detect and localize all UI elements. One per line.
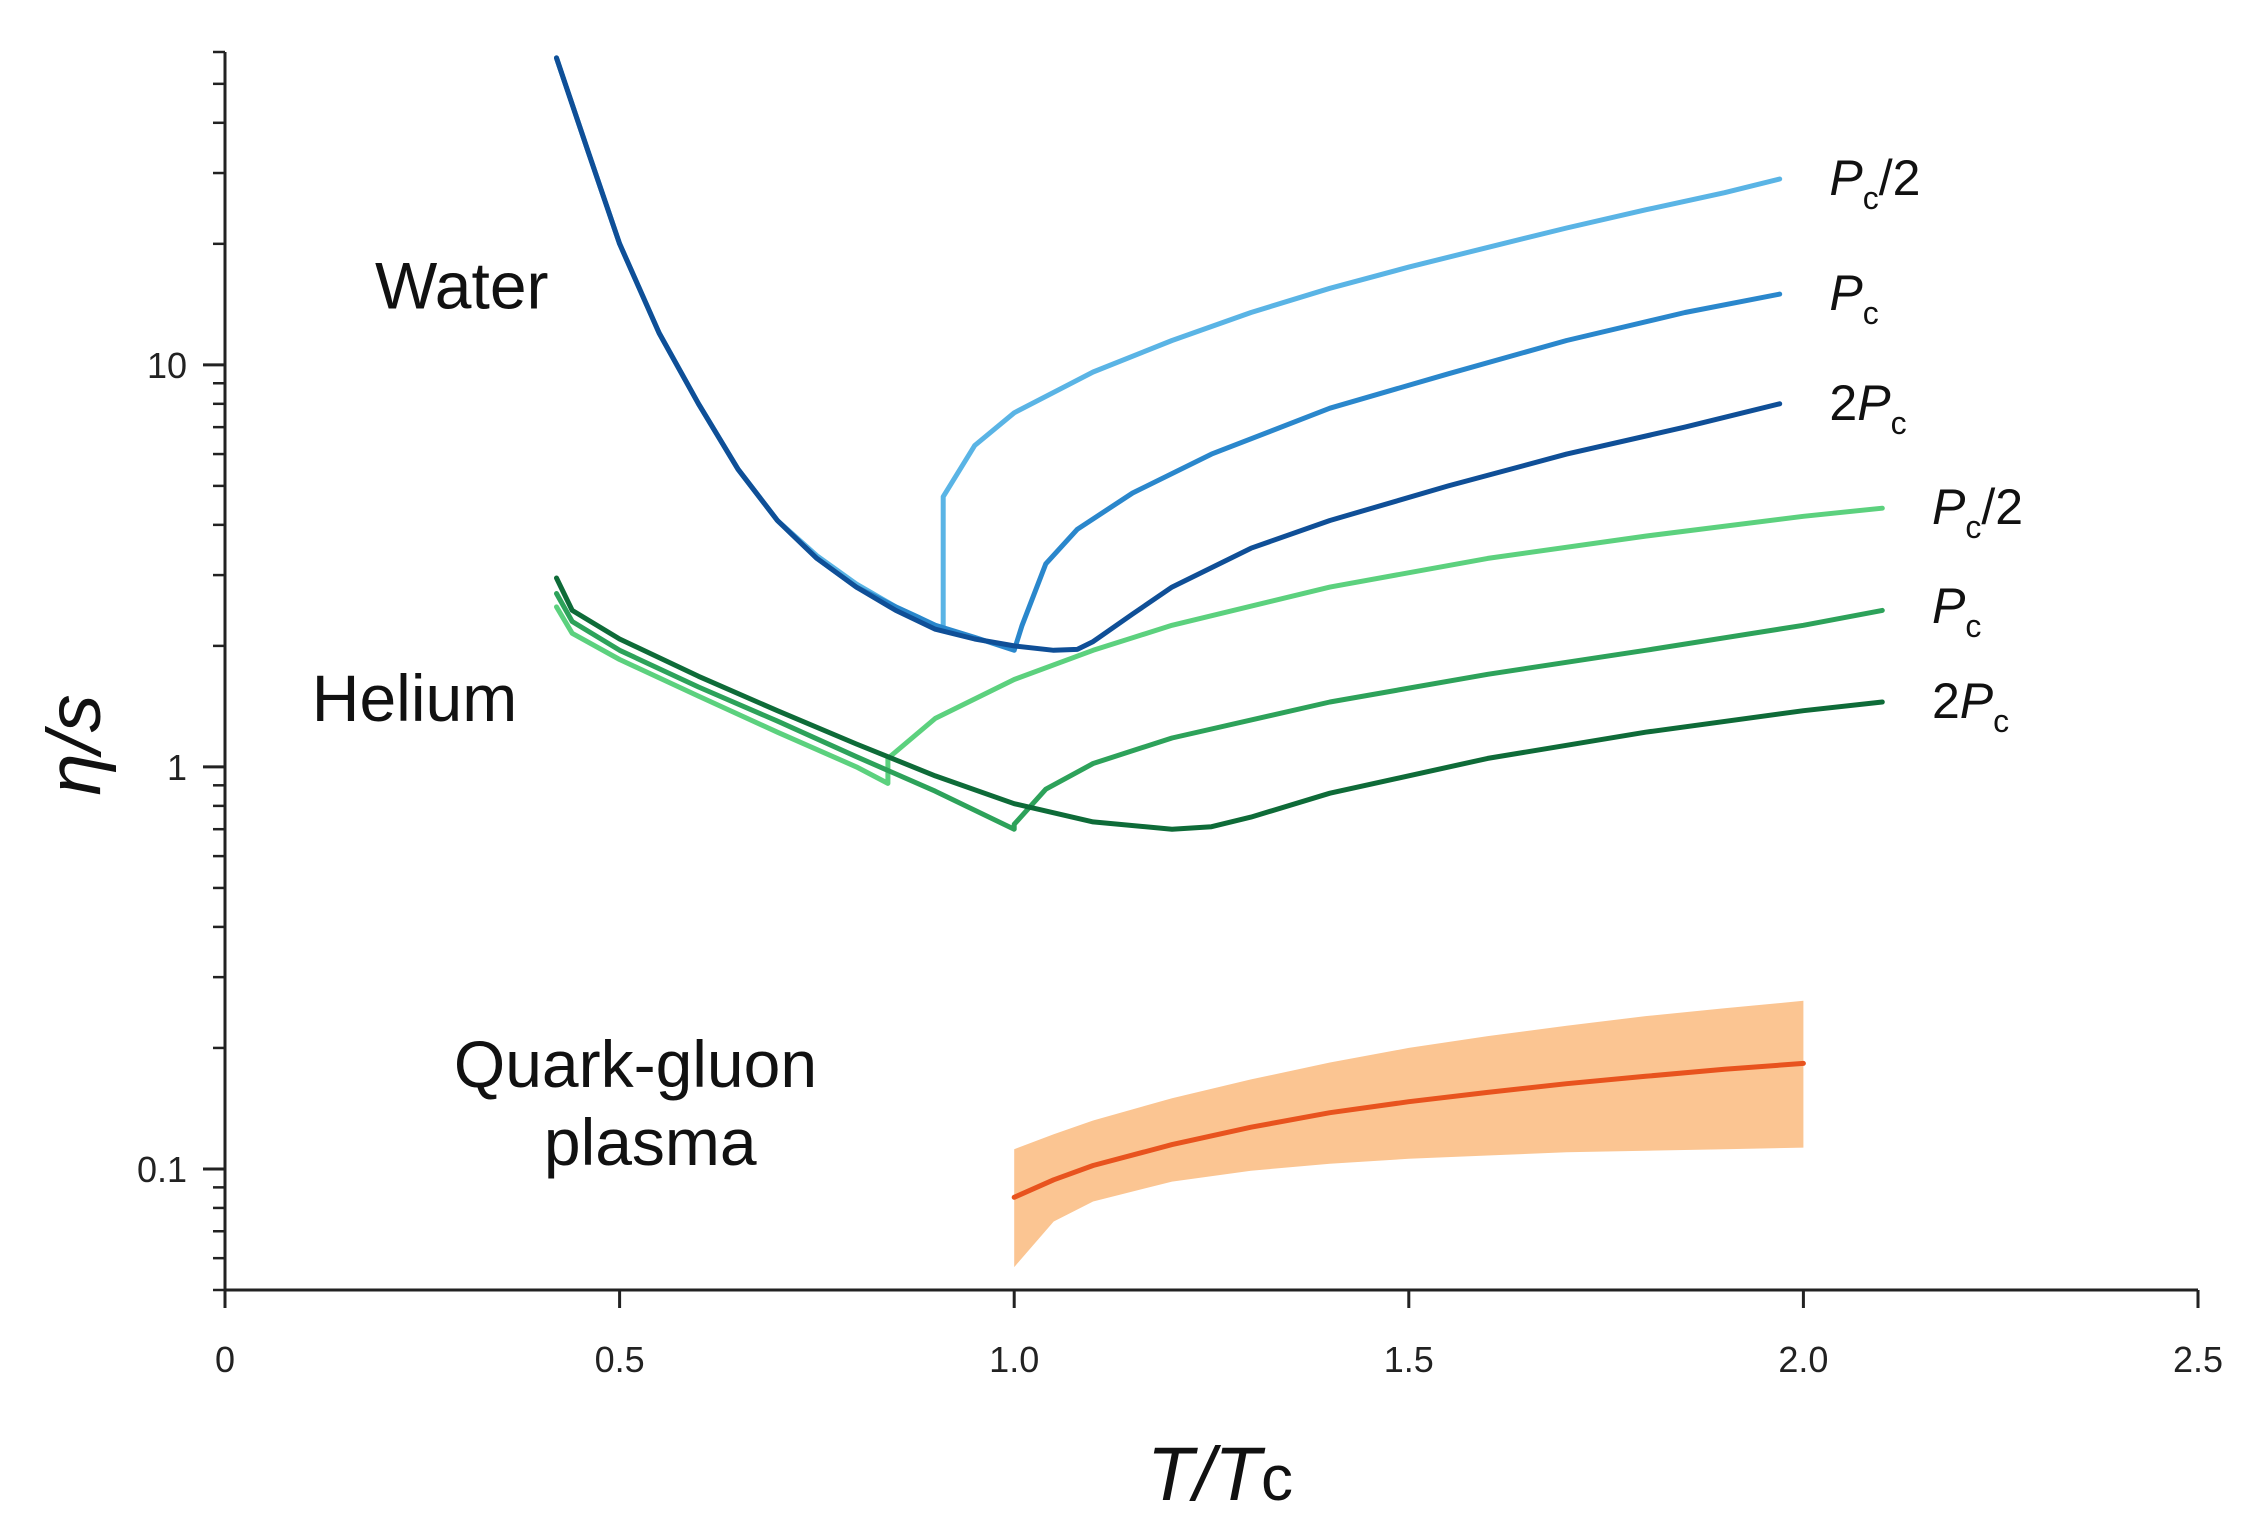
curve-layer (554, 55, 1885, 1200)
curve-label-helium-2pc: 2Pc (1932, 673, 2009, 739)
series-line-water-2pc (554, 55, 1783, 653)
x-tick-label: 0 (215, 1339, 235, 1380)
x-tick-label: 1.5 (1384, 1339, 1434, 1380)
x-tick-label: 0.5 (595, 1339, 645, 1380)
series-line-quark-gluon-plasma (1011, 1060, 1806, 1200)
group-label-water: Water (375, 249, 549, 323)
qgp-uncertainty-band (1014, 1000, 1804, 1268)
series-line-water-pc (554, 55, 1783, 653)
curve-label-water-pc-2: Pc/2 (1829, 150, 1920, 216)
x-tick-label: 2.5 (2173, 1339, 2223, 1380)
y-axis-title: η/s (32, 694, 117, 795)
series-line-helium-2pc (554, 575, 1885, 832)
curve-labels: Pc/2 Pc 2Pc Pc/2 Pc 2Pc (1829, 150, 2023, 739)
series-line-helium-pc-2 (554, 505, 1885, 786)
curve-label-water-pc: Pc (1829, 265, 1878, 331)
y-tick-label: 0.1 (137, 1149, 187, 1190)
x-ticks: 0 0.5 1.0 1.5 2.0 2.5 (215, 1290, 2223, 1380)
curve-label-helium-pc: Pc (1932, 578, 1981, 644)
y-ticks: 0.1 1 10 (137, 50, 225, 1292)
series-line-helium-pc (554, 591, 1885, 832)
axes (223, 52, 2198, 1292)
band-layer (1014, 1000, 1804, 1268)
group-label-quark-gluon-plasma: plasma (544, 1105, 757, 1179)
x-axis-title: T/Tc (1147, 1432, 1293, 1517)
x-tick-label: 2.0 (1778, 1339, 1828, 1380)
curve-label-helium-pc-2: Pc/2 (1932, 479, 2023, 545)
curve-label-water-2pc: 2Pc (1829, 375, 1906, 441)
y-tick-label: 10 (147, 345, 187, 386)
x-tick-label: 1.0 (989, 1339, 1039, 1380)
y-tick-label: 1 (167, 747, 187, 788)
group-label-helium: Helium (312, 661, 517, 735)
group-label-quark-gluon-plasma: Quark-gluon (454, 1027, 817, 1101)
